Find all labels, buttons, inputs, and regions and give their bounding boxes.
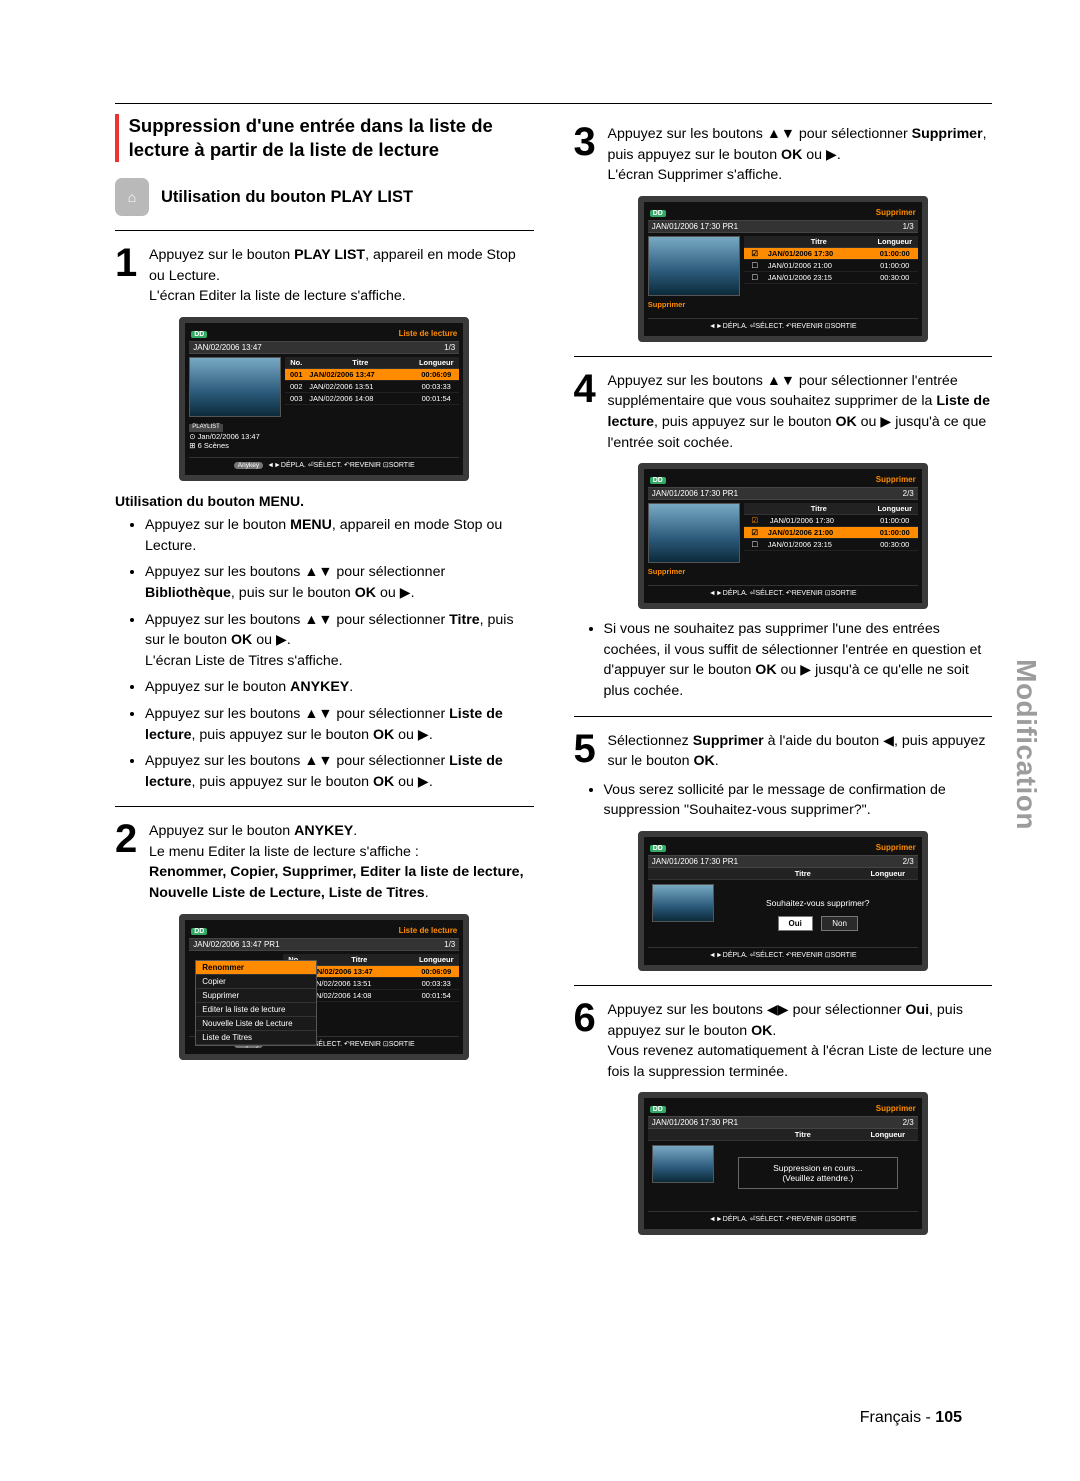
osd-confirm: DDSupprimer JAN/01/2006 17:30 PR12/3 Tit…: [638, 831, 928, 971]
playlist-subheading: Utilisation du bouton PLAY LIST: [161, 188, 413, 207]
playlist-heading-row: ⌂ Utilisation du bouton PLAY LIST: [115, 178, 534, 216]
step-4: 4 Appuyez sur les boutons ▲▼ pour sélect…: [574, 371, 993, 453]
accent-bar: [115, 114, 119, 162]
thumbnail: [189, 357, 281, 417]
step-3: 3 Appuyez sur les boutons ▲▼ pour sélect…: [574, 124, 993, 186]
page-footer: Français - 105: [860, 1409, 962, 1427]
step-number: 1: [115, 245, 143, 307]
osd-btn-non: Non: [821, 916, 858, 931]
osd-supprimer-2: DDSupprimer JAN/01/2006 17:30 PR12/3 Sup…: [638, 463, 928, 609]
step5-note: Vous serez sollicité par le message de c…: [604, 780, 993, 821]
step4-note: Si vous ne souhaitez pas supprimer l'une…: [604, 619, 993, 701]
menu-bullet-5: Appuyez sur les boutons ▲▼ pour sélectio…: [145, 704, 534, 745]
menu-bullet-2: Appuyez sur les boutons ▲▼ pour sélectio…: [145, 562, 534, 603]
side-tab: Modification: [1010, 659, 1042, 830]
osd-context-menu: Renommer Copier Supprimer Editer la list…: [195, 960, 317, 1046]
menu-heading: Utilisation du bouton MENU.: [115, 493, 534, 509]
osd-supprimer-1: DDSupprimer JAN/01/2006 17:30 PR11/3 Sup…: [638, 196, 928, 342]
step-2: 2 Appuyez sur le bouton ANYKEY. Le menu …: [115, 821, 534, 903]
step-5: 5 Sélectionnez Supprimer à l'aide du bou…: [574, 731, 993, 772]
osd-btn-oui: Oui: [778, 916, 813, 931]
osd-playlist-menu: DDListe de lecture JAN/02/2006 13:47 PR1…: [179, 914, 469, 1060]
section-heading: Suppression d'une entrée dans la liste d…: [115, 114, 534, 162]
step-6: 6 Appuyez sur les boutons ◀▶ pour sélect…: [574, 1000, 993, 1082]
remote-icon: ⌂: [115, 178, 149, 216]
step-1: 1 Appuyez sur le bouton PLAY LIST, appar…: [115, 245, 534, 307]
menu-bullet-6: Appuyez sur les boutons ▲▼ pour sélectio…: [145, 751, 534, 792]
menu-bullet-4: Appuyez sur le bouton ANYKEY.: [145, 677, 534, 698]
osd-playlist: DD Liste de lecture JAN/02/2006 13:471/3…: [179, 317, 469, 481]
menu-bullet-1: Appuyez sur le bouton MENU, appareil en …: [145, 515, 534, 556]
section-title: Suppression d'une entrée dans la liste d…: [129, 114, 534, 162]
menu-bullet-3: Appuyez sur les boutons ▲▼ pour sélectio…: [145, 610, 534, 672]
osd-progress: DDSupprimer JAN/01/2006 17:30 PR12/3 Tit…: [638, 1092, 928, 1235]
